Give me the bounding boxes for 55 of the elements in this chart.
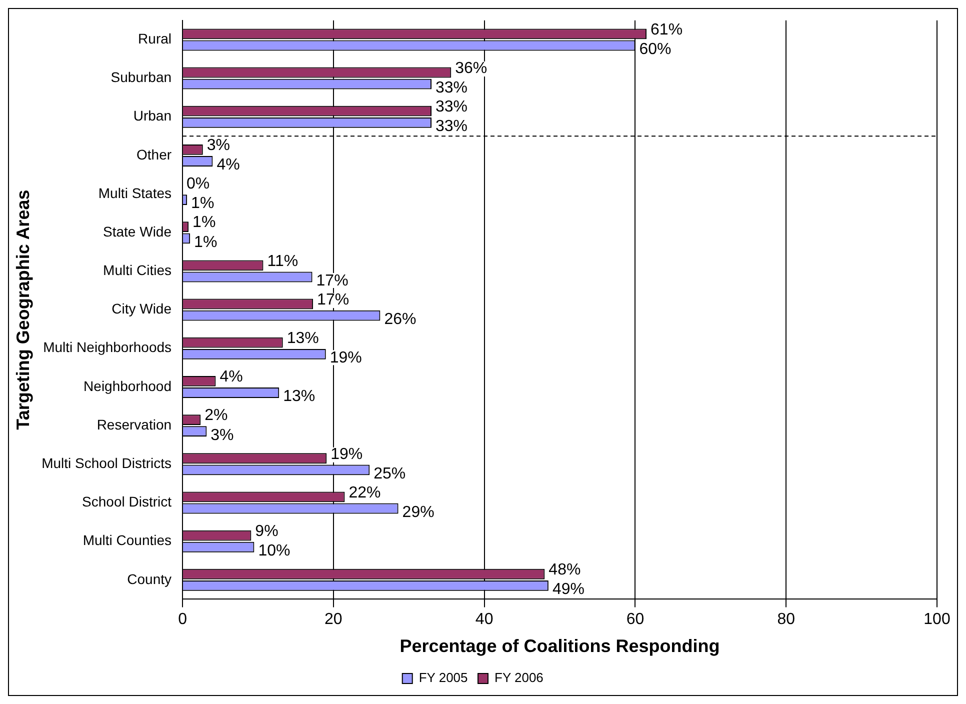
data-label: 17% <box>316 272 348 290</box>
data-label: 10% <box>258 542 290 560</box>
data-label: 0% <box>186 176 210 193</box>
y-tick-label: Rural <box>138 30 172 47</box>
data-label: 33% <box>435 79 468 96</box>
y-tick-label: Multi Neighborhoods <box>43 339 172 356</box>
y-tick-label: Multi Cities <box>103 262 172 278</box>
data-label: 1% <box>192 214 216 232</box>
y-tick-label: Suburban <box>110 69 172 86</box>
data-label: 3% <box>210 426 234 444</box>
data-label: 26% <box>384 310 416 328</box>
y-tick-label: City Wide <box>112 300 172 317</box>
y-tick-label: Urban <box>133 108 172 124</box>
data-label: 9% <box>255 522 278 540</box>
data-label: 1% <box>194 234 218 251</box>
data-label: 2% <box>204 407 228 424</box>
y-tick-label: Other <box>136 146 172 162</box>
y-tick-label: Multi Counties <box>82 532 172 548</box>
legend-label: FY 2005 <box>418 670 468 686</box>
data-label: 19% <box>330 446 363 463</box>
y-tick-label: Neighborhood <box>84 378 172 394</box>
data-label: 4% <box>216 156 240 174</box>
x-tick-label: 80 <box>777 611 796 628</box>
y-tick-label: State Wide <box>103 223 172 240</box>
data-label: 33% <box>435 118 468 136</box>
legend-label: FY 2006 <box>494 670 544 686</box>
data-label: 11% <box>267 252 298 270</box>
x-axis-title: Percentage of Coalitions Responding <box>400 636 720 656</box>
data-label: 3% <box>206 137 230 154</box>
x-tick-label: 100 <box>924 611 950 628</box>
data-label: 36% <box>455 60 488 77</box>
data-label: 17% <box>317 291 350 308</box>
data-label: 4% <box>220 368 243 386</box>
data-label: 33% <box>435 98 468 116</box>
y-tick-label: Multi States <box>98 184 172 201</box>
data-label: 13% <box>283 388 316 406</box>
y-axis-title: Targeting Geographic Areas <box>12 190 33 430</box>
data-label: 48% <box>548 562 581 579</box>
x-tick-label: 60 <box>626 611 644 628</box>
x-tick-label: 20 <box>324 611 342 628</box>
y-tick-label: Reservation <box>96 416 172 432</box>
data-label: 25% <box>374 465 406 482</box>
data-label: 19% <box>330 350 362 367</box>
data-label: 1% <box>191 195 214 212</box>
data-label: 61% <box>650 21 683 38</box>
data-label: 29% <box>402 504 434 521</box>
x-tick-label: 40 <box>475 611 494 628</box>
y-tick-label: Multi School Districts <box>42 455 172 472</box>
y-tick-label: County <box>127 570 172 587</box>
y-tick-label: School District <box>82 494 172 510</box>
data-label: 22% <box>348 484 381 502</box>
x-tick-label: 0 <box>178 611 188 628</box>
data-label: 60% <box>639 40 672 58</box>
data-label: 49% <box>552 581 584 598</box>
data-label: 13% <box>286 330 319 348</box>
